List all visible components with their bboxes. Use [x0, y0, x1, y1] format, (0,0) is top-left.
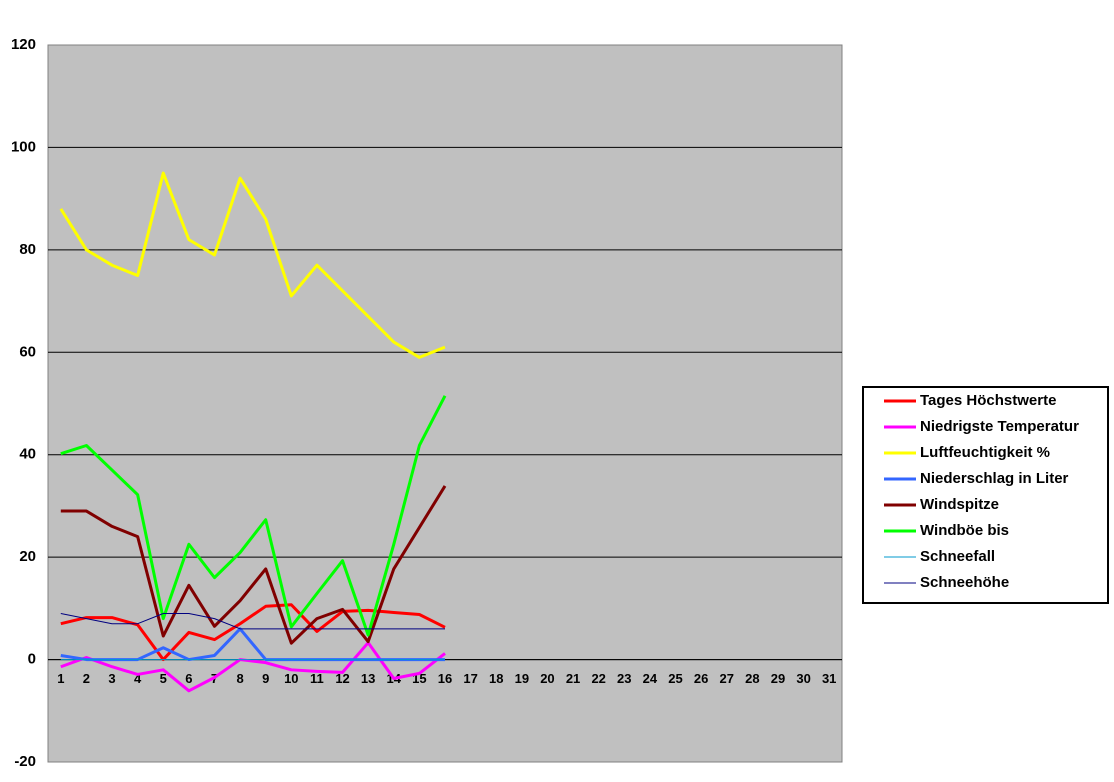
- x-tick-label: 18: [489, 671, 503, 686]
- x-tick-label: 6: [185, 671, 192, 686]
- y-tick-label: 80: [19, 241, 36, 258]
- y-tick-label: 0: [28, 651, 36, 668]
- legend-label: Schneefall: [920, 548, 995, 565]
- y-tick-label: -20: [14, 753, 36, 770]
- x-tick-label: 16: [438, 671, 452, 686]
- x-tick-label: 9: [262, 671, 269, 686]
- x-tick-label: 17: [463, 671, 477, 686]
- series-line: [59, 171, 446, 359]
- y-tick-label: 60: [19, 343, 36, 360]
- x-tick-label: 3: [108, 671, 115, 686]
- x-tick-label: 1: [57, 671, 64, 686]
- series-line: [60, 603, 446, 662]
- x-tick-label: 29: [771, 671, 785, 686]
- x-tick-label: 25: [668, 671, 682, 686]
- y-tick-label: 100: [11, 138, 36, 155]
- x-tick-label: 27: [720, 671, 734, 686]
- y-tick-label: 120: [11, 36, 36, 53]
- x-tick-label: 8: [236, 671, 243, 686]
- x-tick-label: 28: [745, 671, 759, 686]
- legend-label: Luftfeuchtigkeit %: [920, 444, 1050, 461]
- legend-box: [862, 386, 1109, 604]
- x-tick-label: 23: [617, 671, 631, 686]
- x-tick-label: 4: [134, 671, 142, 686]
- series-line: [60, 612, 445, 630]
- legend-label: Schneehöhe: [920, 574, 1009, 591]
- legend-label: Niederschlag in Liter: [920, 470, 1069, 487]
- x-tick-label: 12: [335, 671, 349, 686]
- x-tick-label: 31: [822, 671, 836, 686]
- series-line: [60, 395, 447, 637]
- x-tick-label: 24: [643, 671, 658, 686]
- x-tick-label: 19: [515, 671, 529, 686]
- series-line: [60, 485, 447, 645]
- y-tick-label: 40: [19, 446, 36, 463]
- x-tick-label: 30: [796, 671, 810, 686]
- x-tick-label: 10: [284, 671, 298, 686]
- legend-label: Tages Höchstwerte: [920, 392, 1056, 409]
- x-tick-label: 11: [310, 671, 324, 686]
- x-tick-label: 21: [566, 671, 580, 686]
- x-tick-label: 20: [540, 671, 554, 686]
- x-tick-label: 13: [361, 671, 375, 686]
- legend-label: Windspitze: [920, 496, 999, 513]
- legend-label: Niedrigste Temperatur: [920, 418, 1079, 435]
- legend-label: Windböe bis: [920, 522, 1009, 539]
- y-tick-label: 20: [19, 548, 36, 565]
- x-tick-label: 2: [83, 671, 90, 686]
- x-tick-label: 26: [694, 671, 708, 686]
- x-tick-label: 22: [591, 671, 605, 686]
- x-tick-label: 5: [160, 671, 167, 686]
